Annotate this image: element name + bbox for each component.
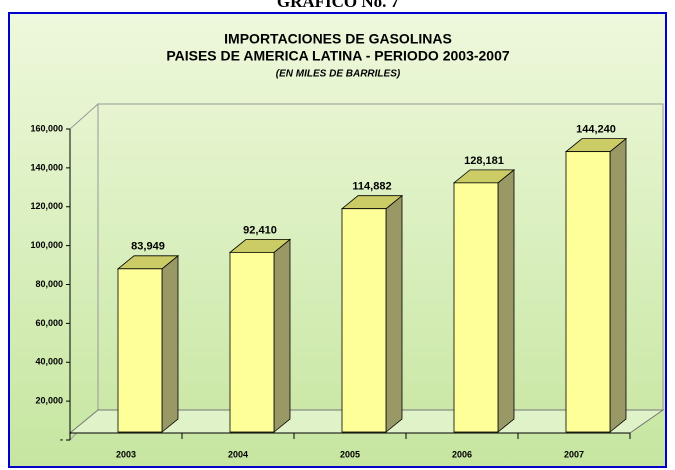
y-tick-label: 160,000 [30, 123, 63, 133]
y-tick-label: 60,000 [35, 318, 63, 328]
data-label: 128,181 [464, 155, 504, 167]
x-tick-label: 2003 [116, 449, 136, 459]
bar [229, 251, 275, 433]
y-tick-label: 120,000 [30, 201, 63, 211]
data-label: 92,410 [243, 224, 277, 236]
bar-side [385, 194, 403, 433]
x-tick-label: 2004 [228, 449, 248, 459]
bar [117, 268, 163, 433]
y-tick-label: 40,000 [35, 357, 63, 367]
data-label: 83,949 [131, 241, 165, 253]
chart-title: IMPORTACIONES DE GASOLINAS [224, 31, 452, 47]
y-tick-label: 20,000 [35, 396, 63, 406]
bar [453, 182, 499, 433]
x-tick-label: 2006 [452, 449, 472, 459]
supertitle: GRAFICO No. 7 [277, 0, 400, 11]
x-tick-label: 2007 [564, 449, 584, 459]
x-tick-label: 2005 [340, 449, 360, 459]
bar [565, 151, 611, 433]
unit-label: (EN MILES DE BARRILES) [276, 69, 401, 80]
data-label: 114,882 [352, 181, 391, 193]
bar-side [273, 238, 291, 433]
bar [341, 208, 387, 433]
bar-side [497, 169, 515, 433]
bar-side [609, 137, 627, 433]
y-tick-label: 100,000 [30, 240, 63, 250]
bar-side [161, 254, 179, 433]
data-label: 144,240 [576, 124, 616, 136]
y-tick-label: 80,000 [35, 279, 63, 289]
chart-subtitle: PAISES DE AMERICA LATINA - PERIODO 2003-… [166, 48, 510, 64]
y-tick-label: 140,000 [30, 162, 63, 172]
y-tick-label: - [60, 434, 63, 444]
